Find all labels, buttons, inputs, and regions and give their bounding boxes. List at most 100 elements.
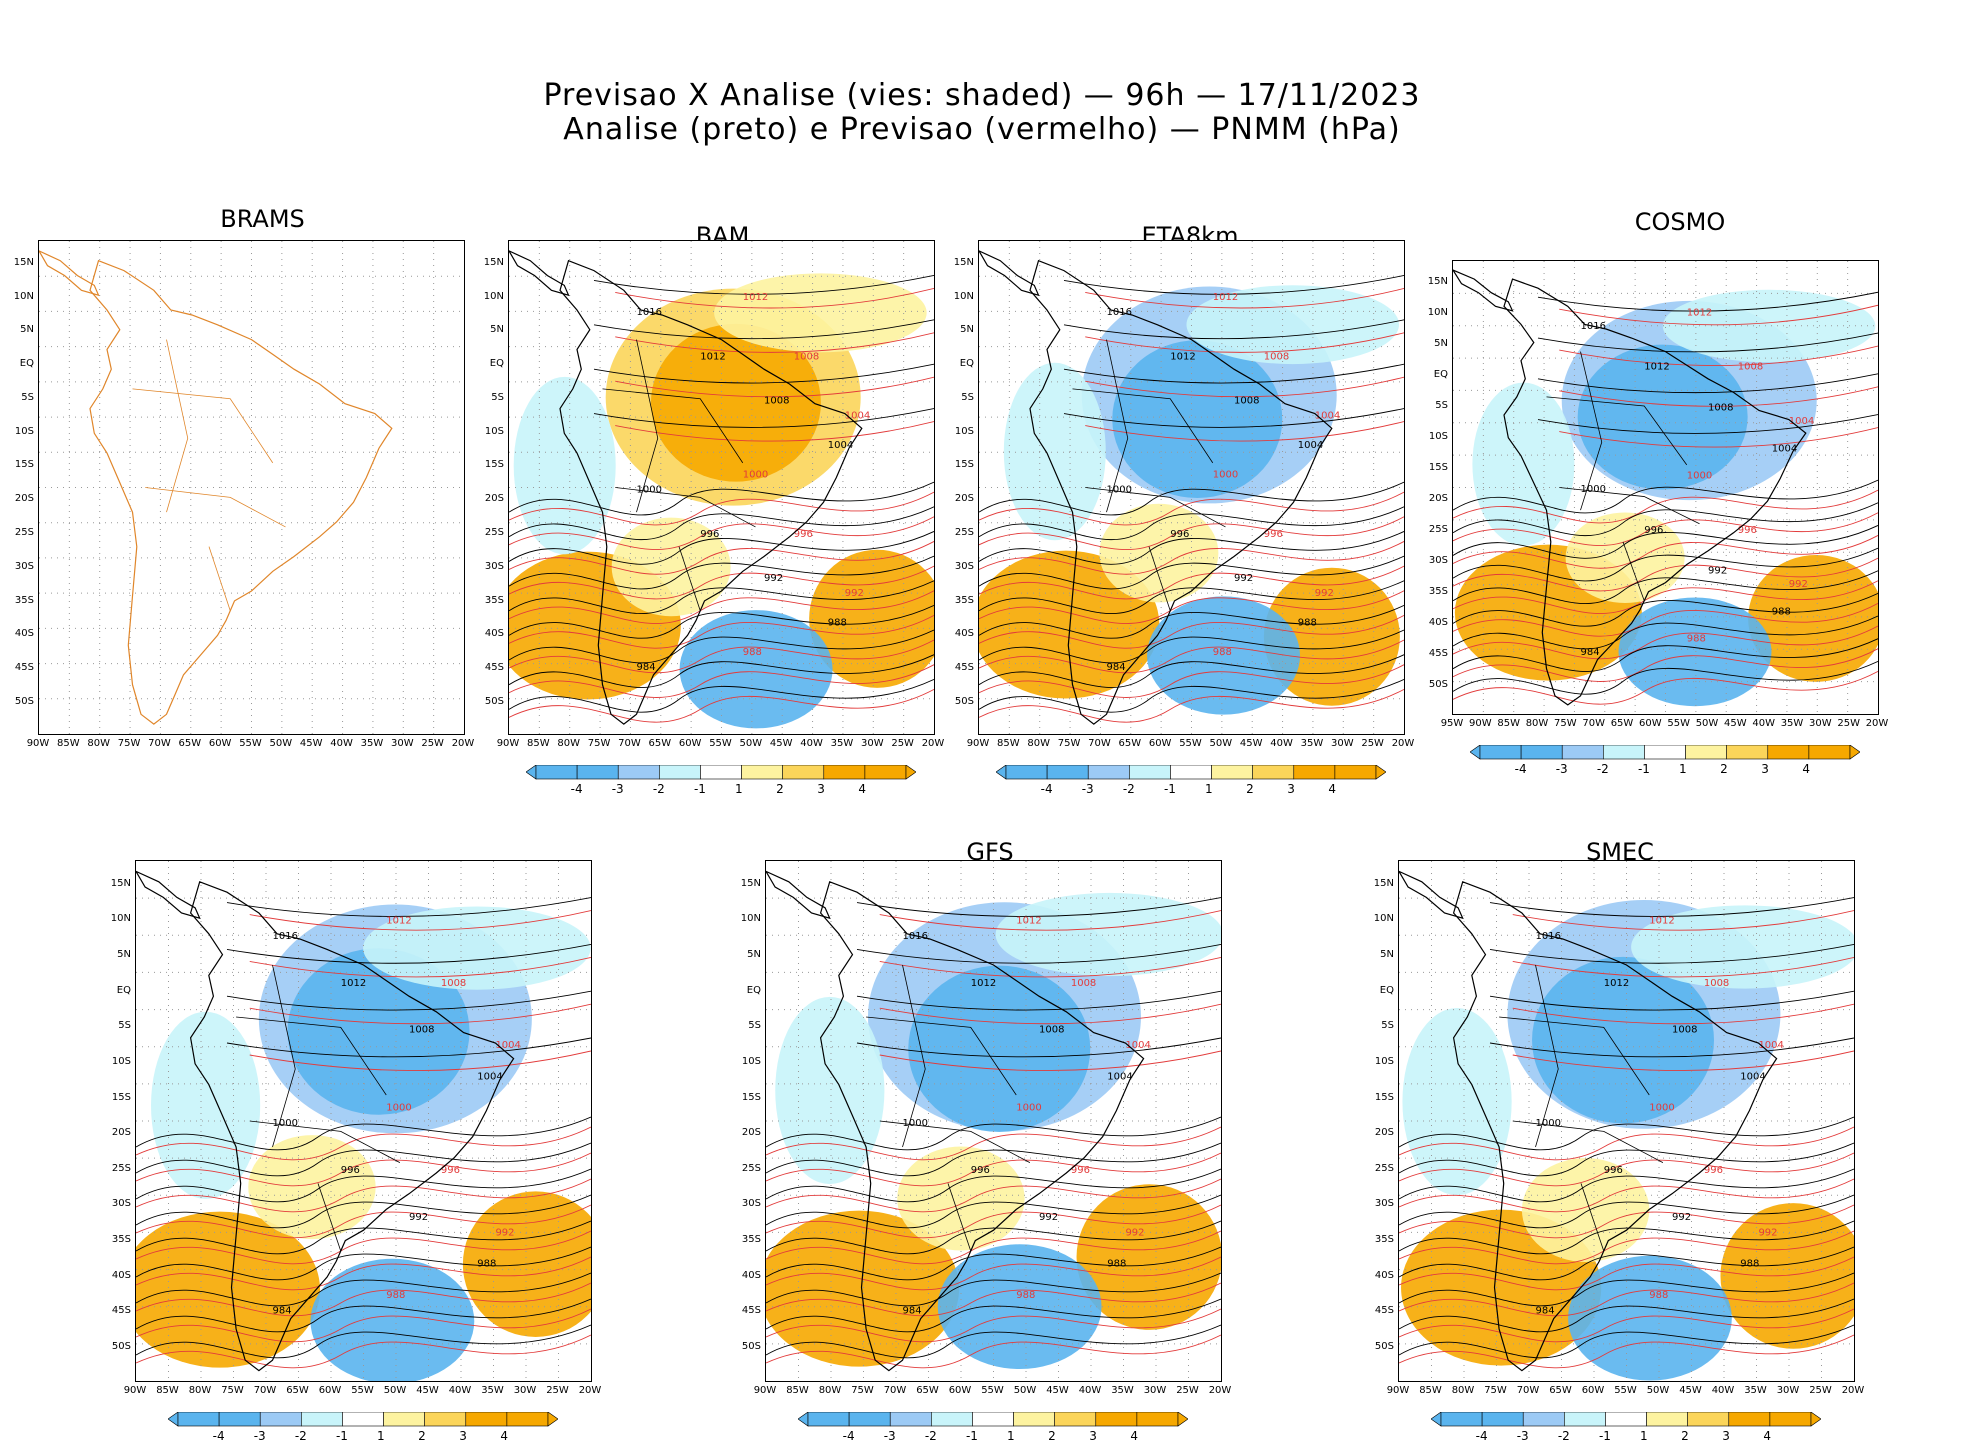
lon-tick-label: 90W [123, 1385, 147, 1396]
lon-tick-label: 85W [527, 738, 550, 749]
central-america-coastline [509, 250, 570, 297]
lon-tick-label: 75W [1484, 1385, 1507, 1396]
colorbar-label: 3 [459, 1429, 467, 1443]
lat-tick-label: 5S [961, 391, 974, 403]
lon-tick-label: 75W [117, 738, 141, 749]
lon-tick-label: 40W [1752, 718, 1775, 729]
lat-tick-label: 5S [21, 391, 34, 403]
isobar-label-analysis: 1000 [273, 1118, 298, 1129]
lon-tick-label: 50W [739, 738, 763, 749]
isobar-label-analysis: 984 [903, 1305, 922, 1316]
colorbar-label: -4 [212, 1429, 225, 1443]
lon-tick-label: 70W [618, 738, 641, 749]
colorbar-label: -2 [924, 1429, 937, 1443]
isobar-label-analysis: 1012 [700, 351, 725, 362]
country-border [1559, 487, 1700, 525]
lat-tick-label: 35S [14, 594, 34, 606]
colorbar-label: -1 [1598, 1429, 1611, 1443]
isobar-label-analysis: 1000 [637, 484, 662, 495]
isobar-label-analysis: 992 [1672, 1212, 1691, 1223]
map-panel-brams [38, 240, 465, 735]
bias-shading-region [995, 892, 1221, 977]
lat-tick-label: 10S [954, 425, 974, 437]
colorbar-label: 2 [418, 1429, 426, 1443]
lon-tick-label: 70W [883, 1385, 907, 1396]
lon-tick-label: 55W [351, 1385, 374, 1396]
south-america-coastline [189, 881, 515, 1372]
isobar-label-analysis: 992 [409, 1212, 428, 1223]
isobar-label-analysis: 996 [1644, 525, 1663, 536]
lon-tick-label: 95W [1440, 718, 1464, 729]
isobar-label-analysis: 1016 [903, 931, 928, 942]
isobar-label-analysis: 992 [1039, 1212, 1058, 1223]
bias-shading-region [1472, 382, 1575, 546]
lon-tick-label: 75W [1057, 738, 1081, 749]
isobar-label-analysis: 1012 [971, 978, 996, 989]
bias-shading-region [1618, 597, 1772, 707]
lat-tick-label: EQ [1433, 368, 1448, 380]
bias-shading-region [1076, 1184, 1221, 1330]
lat-tick-label: 50S [484, 695, 504, 707]
isobar-label-forecast: 1004 [1125, 1040, 1150, 1051]
lat-tick-label: 5N [960, 324, 974, 336]
colorbar-label: -1 [693, 782, 706, 796]
lon-tick-label: 65W [1549, 1385, 1572, 1396]
isobar-label-analysis: 996 [971, 1165, 990, 1176]
colorbar-eta8km [994, 764, 1387, 780]
lon-tick-label: 25W [1837, 718, 1860, 729]
isobar-label-forecast: 996 [441, 1165, 460, 1176]
isobar-label-forecast: 1000 [1213, 470, 1238, 481]
lon-tick-label: 85W [156, 1385, 179, 1396]
lon-tick-label: 20W [578, 1385, 602, 1396]
lon-tick-label: 50W [383, 1385, 407, 1396]
isobar-label-forecast: 1012 [386, 915, 411, 926]
lon-tick-label: 35W [1300, 738, 1324, 749]
country-border [615, 487, 756, 528]
colorbar-cosmo [1468, 744, 1861, 760]
lon-tick-label: 65W [648, 738, 672, 749]
isobar-label-forecast: 992 [1758, 1227, 1777, 1238]
isobar-label-forecast: 1012 [1213, 292, 1238, 303]
lon-tick-label: 40W [1078, 1385, 1102, 1396]
lon-tick-label: 45W [1239, 738, 1263, 749]
isobar-label-analysis: 996 [1604, 1165, 1623, 1176]
panel-title-brams: BRAMS [220, 205, 305, 233]
lon-tick-label: 70W [253, 1385, 277, 1396]
lon-tick-label: 45W [416, 1385, 439, 1396]
lat-tick-label: 40S [741, 1269, 761, 1281]
colorbar-label: -1 [1163, 782, 1176, 796]
lon-tick-label: 35W [830, 738, 854, 749]
isobar-label-forecast: 1012 [1687, 307, 1712, 318]
lon-tick-label: 85W [1419, 1385, 1442, 1396]
lon-tick-label: 70W [1582, 718, 1605, 729]
central-america-coastline [136, 870, 201, 920]
country-border [1580, 1183, 1605, 1252]
lat-tick-label: 25S [954, 527, 974, 539]
south-america-coastline [1452, 881, 1778, 1372]
colorbar-label: -4 [1040, 782, 1053, 796]
lat-tick-label: 10S [14, 425, 34, 437]
lon-tick-label: 30W [1143, 1385, 1167, 1396]
isobar-label-analysis: 1000 [903, 1118, 928, 1129]
isobar-label-analysis: 1000 [1107, 484, 1132, 495]
isobar-label-forecast: 1000 [1016, 1103, 1041, 1114]
colorbar-label: 3 [1089, 1429, 1097, 1443]
lat-tick-label: 20S [111, 1127, 131, 1139]
bias-shading-region [775, 996, 885, 1185]
colorbar-label: 1 [1640, 1429, 1648, 1443]
isobar-label-forecast: 992 [1125, 1227, 1144, 1238]
lon-tick-label: 55W [981, 1385, 1004, 1396]
isobar-label-forecast: 992 [495, 1227, 514, 1238]
lat-tick-label: 10S [111, 1055, 131, 1067]
lat-tick-label: 50S [14, 695, 34, 707]
isobar-label-forecast: 988 [743, 647, 762, 658]
lon-tick-label: 20W [1865, 718, 1889, 729]
bias-shading-region [1662, 289, 1876, 363]
lon-tick-label: 55W [709, 738, 732, 749]
isobar-label-forecast: 1000 [1649, 1103, 1674, 1114]
country-border [879, 1120, 1031, 1163]
colorbar-label: 4 [500, 1429, 509, 1443]
lon-tick-label: 50W [1209, 738, 1233, 749]
map-canvas-brams [39, 241, 464, 734]
colorbar-label: 4 [1763, 1429, 1772, 1443]
